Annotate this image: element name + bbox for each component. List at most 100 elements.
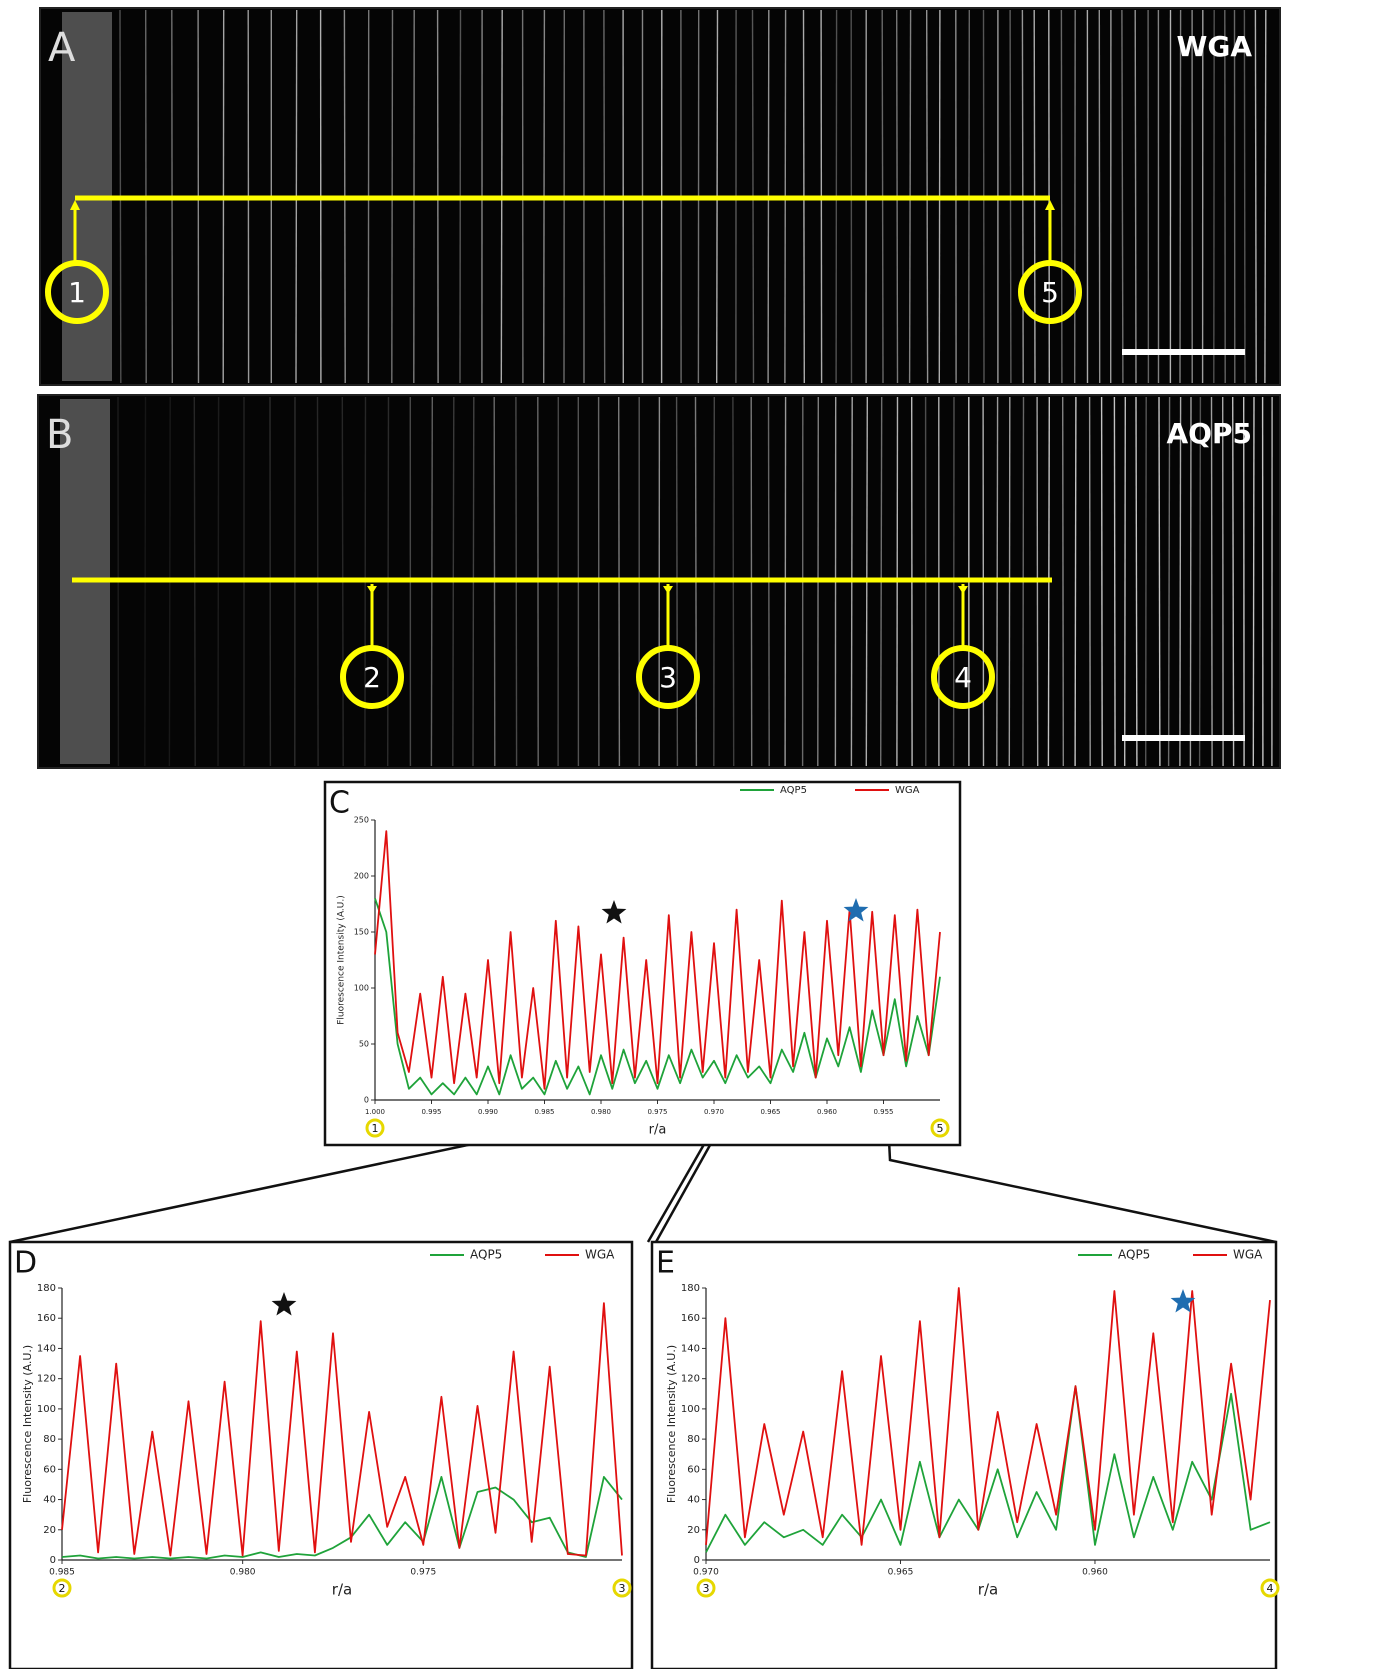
y-tick-label: 100 [681, 1404, 700, 1415]
endpoint-label: 3 [619, 1582, 626, 1595]
fiber-membrane [1180, 397, 1181, 766]
y-axis-label: Fluorescence Intensity (A.U.) [21, 1345, 34, 1503]
fiber-membrane [1159, 397, 1160, 766]
y-tick-label: 160 [37, 1313, 56, 1324]
endpoint-label: 4 [1267, 1582, 1274, 1595]
y-tick-label: 20 [43, 1525, 56, 1536]
endpoint-label: 3 [703, 1582, 710, 1595]
micrograph: A WGA 1 5 [40, 8, 1280, 385]
x-tick-label: 0.975 [647, 1108, 667, 1116]
chart-frame [325, 782, 960, 1145]
fiber-membrane [1075, 397, 1076, 766]
y-tick-label: 150 [354, 928, 369, 937]
y-tick-label: 60 [43, 1464, 56, 1475]
y-tick-label: 80 [687, 1434, 700, 1445]
y-tick-label: 40 [687, 1495, 700, 1506]
x-tick-label: 0.955 [873, 1108, 893, 1116]
fiber-membrane [1102, 397, 1103, 766]
x-axis-label: r/a [978, 1581, 998, 1599]
fiber-membrane [1061, 10, 1062, 383]
legend-label: WGA [1233, 1248, 1263, 1262]
y-tick-label: 100 [37, 1404, 56, 1415]
x-tick-label: 0.960 [817, 1108, 837, 1116]
y-tick-label: 200 [354, 872, 369, 881]
x-axis-label: r/a [649, 1123, 667, 1138]
fiber-membrane [1253, 397, 1254, 766]
fiber-membrane [1063, 397, 1064, 766]
y-tick-label: 140 [37, 1343, 56, 1354]
fiber-membrane [1146, 397, 1147, 766]
legend-label: WGA [895, 785, 920, 796]
x-tick-label: 0.970 [693, 1568, 719, 1578]
y-tick-label: 100 [354, 984, 369, 993]
y-tick-label: 250 [354, 816, 369, 825]
legend-label: AQP5 [780, 785, 807, 796]
y-tick-label: 160 [681, 1313, 700, 1324]
stain-label: WGA [1176, 30, 1252, 63]
x-axis-label: r/a [332, 1581, 352, 1599]
fiber-membrane [1075, 10, 1076, 383]
fiber-membrane [1233, 397, 1234, 766]
fiber-membrane [1090, 397, 1091, 766]
y-tick-label: 120 [681, 1374, 700, 1385]
panel-letter: B [46, 412, 73, 458]
x-tick-label: 0.975 [410, 1568, 436, 1578]
panel-letter: A [48, 25, 76, 71]
fiber-membrane [1135, 10, 1136, 383]
y-tick-label: 60 [687, 1464, 700, 1475]
x-tick-label: 0.995 [421, 1108, 441, 1116]
x-tick-label: 0.980 [230, 1568, 256, 1578]
y-tick-label: 120 [37, 1374, 56, 1385]
y-tick-label: 180 [37, 1283, 56, 1294]
fiber-membrane [1200, 397, 1201, 766]
fiber-membrane [1136, 397, 1137, 766]
x-tick-label: 1.000 [365, 1108, 385, 1116]
marker-label: 5 [1041, 276, 1059, 309]
chart: D 0 20 40 60 80 100 120 140 160 180 0.985 0.980 0.975… [10, 1242, 632, 1669]
legend-label: WGA [585, 1248, 615, 1262]
y-tick-label: 80 [43, 1434, 56, 1445]
panel-letter: D [14, 1246, 37, 1281]
fiber-membrane [1190, 397, 1191, 766]
fiber-membrane [1114, 397, 1115, 766]
x-tick-label: 0.965 [760, 1108, 780, 1116]
chart-frame [10, 1242, 632, 1669]
x-tick-label: 0.965 [888, 1568, 914, 1578]
x-tick-label: 0.985 [534, 1108, 554, 1116]
legend-label: AQP5 [470, 1248, 502, 1262]
y-axis-label: Fluorescence Intensity (A.U.) [337, 895, 347, 1025]
endpoint-label: 1 [372, 1122, 379, 1135]
marker-label: 3 [659, 661, 677, 694]
micrograph: B AQP5 2 3 4 [38, 395, 1280, 768]
y-tick-label: 20 [687, 1525, 700, 1536]
x-tick-label: 0.990 [478, 1108, 498, 1116]
x-tick-label: 0.970 [704, 1108, 724, 1116]
fiber-membrane [1180, 10, 1181, 383]
panel-letter: E [656, 1246, 675, 1281]
y-tick-label: 50 [359, 1040, 369, 1049]
legend-label: AQP5 [1118, 1248, 1150, 1262]
endpoint-label: 5 [937, 1122, 944, 1135]
fiber-membrane [1212, 397, 1213, 766]
marker-label: 1 [68, 276, 86, 309]
y-tick-label: 0 [694, 1555, 700, 1566]
fiber-membrane [1244, 10, 1245, 383]
fiber-membrane [1255, 10, 1256, 383]
fiber-membrane [1265, 10, 1266, 383]
y-tick-label: 40 [43, 1495, 56, 1506]
x-tick-label: 0.960 [1082, 1568, 1108, 1578]
y-axis-label: Fluorescence Intensity (A.U.) [665, 1345, 678, 1503]
y-tick-label: 180 [681, 1283, 700, 1294]
endpoint-label: 2 [59, 1582, 66, 1595]
stain-label: AQP5 [1167, 417, 1252, 450]
y-tick-label: 0 [364, 1096, 369, 1105]
y-tick-label: 140 [681, 1343, 700, 1354]
x-tick-label: 0.980 [591, 1108, 611, 1116]
marker-label: 2 [363, 661, 381, 694]
x-tick-label: 0.985 [49, 1568, 75, 1578]
marker-label: 4 [954, 661, 972, 694]
y-tick-label: 0 [50, 1555, 56, 1566]
fiber-membrane [1125, 397, 1126, 766]
